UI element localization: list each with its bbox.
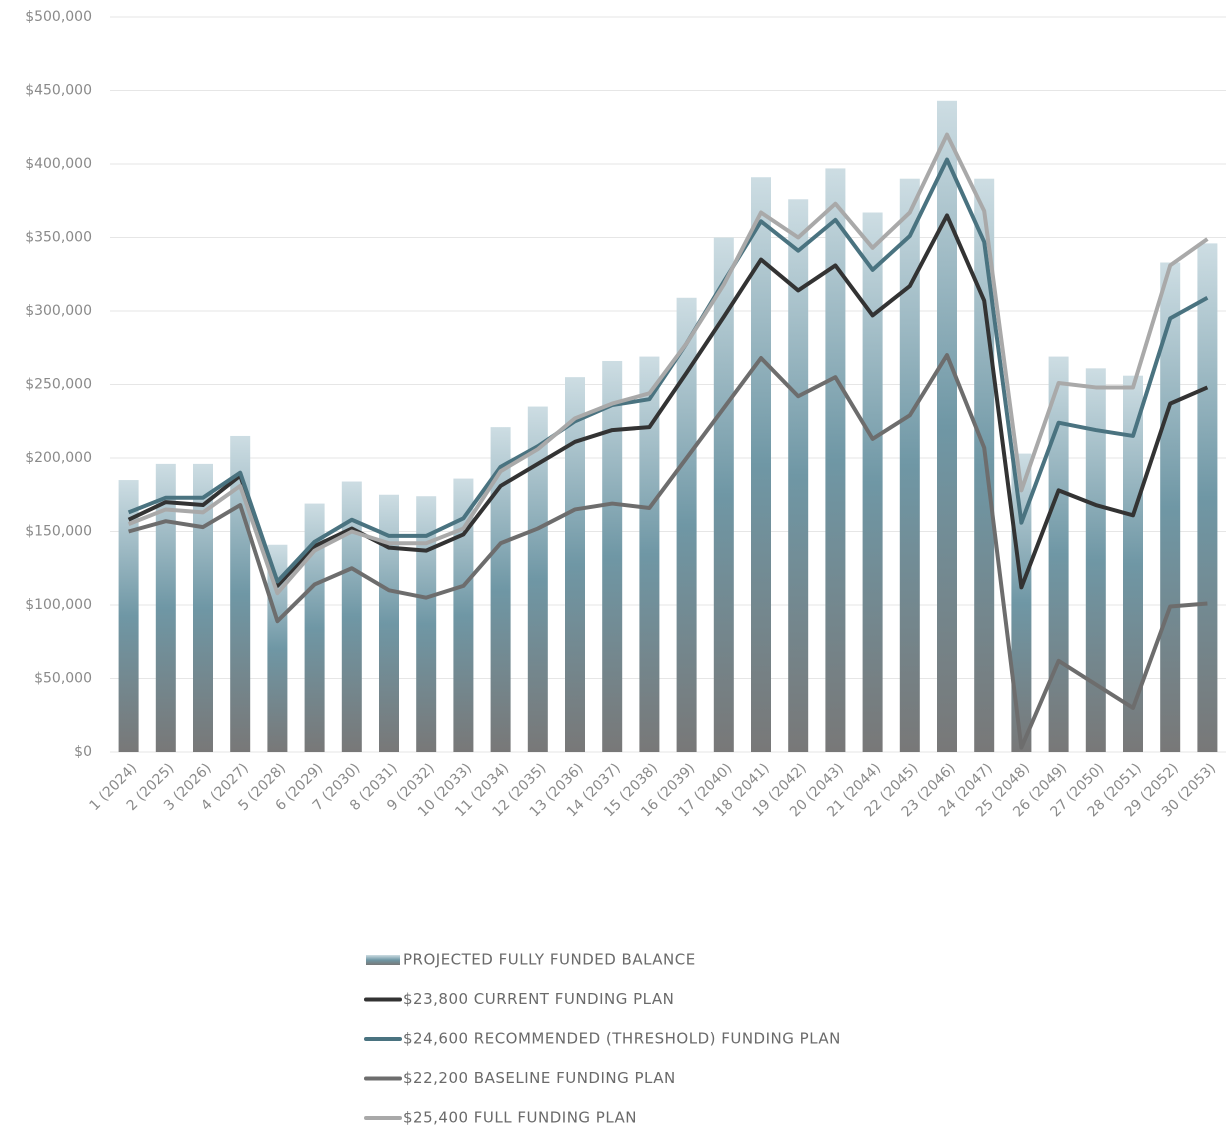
legend-label: $23,800 CURRENT FUNDING PLAN xyxy=(403,990,674,1008)
legend-swatch xyxy=(366,955,400,965)
bar xyxy=(899,178,920,752)
bar xyxy=(193,463,213,752)
bar xyxy=(1085,368,1106,752)
y-tick-label: $300,000 xyxy=(25,303,92,319)
y-tick-label: $100,000 xyxy=(25,597,92,613)
legend-label: $22,200 BASELINE FUNDING PLAN xyxy=(403,1069,676,1087)
y-tick-label: $450,000 xyxy=(25,83,92,99)
y-tick-label: $350,000 xyxy=(25,230,92,246)
bar xyxy=(825,168,846,752)
line xyxy=(128,353,1208,750)
y-tick-label: $400,000 xyxy=(25,156,92,172)
bar xyxy=(416,496,437,752)
bar xyxy=(974,178,995,752)
bar xyxy=(937,100,957,753)
bar xyxy=(565,377,585,752)
bar xyxy=(155,463,176,752)
bar xyxy=(453,478,474,752)
bar xyxy=(1197,243,1218,752)
bar xyxy=(1123,375,1143,752)
bar xyxy=(118,480,139,752)
bar xyxy=(713,237,734,752)
bar xyxy=(1011,453,1032,752)
y-tick-label: $50,000 xyxy=(34,671,92,687)
bar xyxy=(862,212,883,752)
y-tick-label: $0 xyxy=(74,744,92,760)
bar xyxy=(527,406,548,752)
bar xyxy=(602,360,623,752)
legend-label: $24,600 RECOMMENDED (THRESHOLD) FUNDING … xyxy=(403,1030,841,1048)
line xyxy=(127,213,1209,590)
bar xyxy=(304,503,325,752)
bar xyxy=(490,427,511,752)
legend-label: PROJECTED FULLY FUNDED BALANCE xyxy=(403,951,696,969)
bar xyxy=(676,297,697,752)
bar xyxy=(639,356,660,752)
y-tick-label: $150,000 xyxy=(25,524,92,540)
bar xyxy=(1048,356,1069,752)
bar xyxy=(267,544,288,752)
bar xyxy=(379,494,399,752)
bar xyxy=(788,199,809,752)
bar xyxy=(341,481,362,752)
line xyxy=(127,132,1209,596)
legend-label: $25,400 FULL FUNDING PLAN xyxy=(403,1109,637,1126)
y-tick-label: $500,000 xyxy=(25,9,92,25)
y-tick-label: $250,000 xyxy=(25,377,92,393)
bar xyxy=(1160,262,1181,752)
bar xyxy=(751,177,771,753)
y-tick-label: $200,000 xyxy=(25,450,92,466)
